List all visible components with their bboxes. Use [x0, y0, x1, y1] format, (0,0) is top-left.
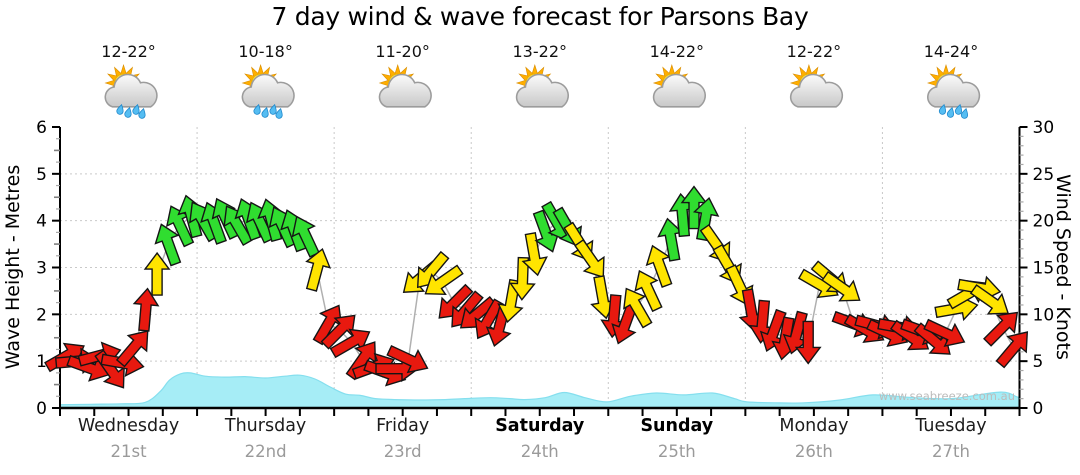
wind-arrow	[143, 251, 171, 296]
weather-icon-sun-cloud-rain	[241, 63, 295, 119]
rain-drop-icon	[954, 103, 963, 115]
wind-arrow	[305, 247, 332, 292]
temperature-label: 12-22°	[787, 42, 842, 61]
wind-arrow	[923, 318, 966, 348]
day-name-label: Wednesday	[78, 416, 179, 436]
tick-label-right: 0	[1033, 399, 1044, 419]
tick-label-left: 6	[36, 118, 47, 138]
right-axis-title: Wind Speed - Knots	[1052, 174, 1074, 360]
wind-arrow	[623, 287, 653, 329]
cloud-icon	[515, 73, 569, 108]
rain-drop-icon	[946, 106, 955, 118]
weather-icon-sun-cloud	[378, 63, 432, 108]
tick-label-left: 3	[36, 259, 47, 279]
wind-arrow	[320, 314, 356, 350]
wind-arrow	[154, 223, 182, 267]
weather-icon-sun-cloud-rain	[926, 63, 981, 119]
cloud-icon	[927, 73, 981, 108]
cloud-icon	[104, 73, 158, 108]
wind-arrow	[115, 330, 149, 368]
day-date-label: 25th	[658, 442, 696, 461]
wind-arrow	[983, 311, 1019, 347]
tick-label-left: 5	[36, 165, 47, 185]
wind-arrow	[794, 320, 822, 365]
day-name-label: Tuesday	[914, 416, 986, 436]
weather-icon-sun-cloud-rain	[104, 63, 158, 119]
temperature-label: 12-22°	[101, 42, 156, 61]
temperature-label: 14-24°	[924, 42, 979, 61]
tick-label-right: 20	[1033, 212, 1055, 232]
tick-label-right: 30	[1033, 118, 1055, 138]
temperature-label: 10-18°	[238, 42, 293, 61]
wind-arrow	[509, 256, 536, 301]
rain-drop-icon	[261, 106, 269, 118]
day-date-label: 21st	[111, 442, 148, 461]
day-date-label: 27th	[932, 442, 970, 461]
tick-label-left: 1	[36, 352, 47, 372]
wind-arrow	[634, 269, 663, 313]
weather-icon-sun-cloud	[652, 63, 706, 108]
wind-arrow	[424, 264, 464, 296]
weather-icon-sun-cloud	[515, 63, 569, 108]
day-date-label: 26th	[795, 442, 833, 461]
wave-area	[60, 372, 1020, 408]
day-name-label: Saturday	[495, 416, 585, 436]
wind-arrow	[995, 331, 1029, 369]
wind-arrow	[969, 284, 1010, 315]
rain-drop-icon	[116, 103, 124, 115]
weather-icon-sun-cloud	[789, 63, 844, 108]
tick-label-right: 15	[1033, 259, 1055, 279]
day-name-label: Friday	[376, 416, 429, 436]
cloud-icon	[652, 73, 706, 108]
watermark: www.seabreeze.com.au	[878, 389, 1015, 403]
wind-arrow	[645, 244, 673, 288]
page-title: 7 day wind & wave forecast for Parsons B…	[271, 2, 809, 31]
rain-drop-icon	[124, 106, 132, 118]
temperature-label: 13-22°	[513, 42, 568, 61]
cloud-icon	[378, 73, 432, 108]
day-date-label: 22nd	[245, 442, 287, 461]
day-name-label: Sunday	[640, 416, 713, 436]
rain-drop-icon	[960, 107, 969, 119]
rain-drop-icon	[253, 103, 261, 115]
rain-drop-icon	[132, 103, 140, 115]
day-name-label: Thursday	[224, 416, 306, 436]
tick-label-right: 10	[1033, 305, 1055, 325]
tick-label-right: 25	[1033, 165, 1055, 185]
cloud-icon	[789, 73, 844, 108]
wave-area-edge	[59, 372, 1020, 406]
cloud-icon	[241, 73, 295, 108]
day-date-label: 24th	[521, 442, 559, 461]
rain-drop-icon	[938, 103, 947, 115]
temperature-label: 14-22°	[650, 42, 705, 61]
wind-arrow	[692, 196, 720, 242]
wind-arrow	[132, 287, 160, 332]
temperature-label: 11-20°	[375, 42, 430, 61]
day-name-label: Monday	[779, 416, 848, 436]
tick-label-left: 2	[36, 305, 47, 325]
wind-arrow	[821, 270, 861, 302]
left-axis-title: Wave Height - Metres	[2, 165, 24, 369]
wind-arrow	[386, 344, 429, 374]
rain-drop-icon	[269, 103, 277, 115]
wind-arrow	[574, 238, 605, 279]
wind-arrow	[521, 232, 548, 277]
tick-label-left: 0	[36, 399, 47, 419]
tick-label-left: 4	[36, 212, 47, 232]
rain-drop-icon	[138, 107, 146, 119]
rain-drop-icon	[275, 107, 283, 119]
day-date-label: 23rd	[384, 442, 422, 461]
tick-label-right: 5	[1033, 352, 1044, 372]
